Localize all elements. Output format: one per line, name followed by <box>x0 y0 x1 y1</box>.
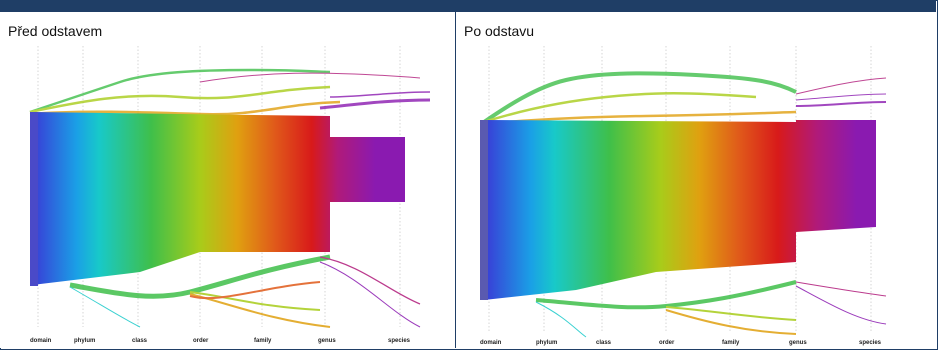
domain-node-after <box>480 120 488 300</box>
axis-label-class: class <box>132 338 148 344</box>
axis-label-genus: genus <box>318 338 336 344</box>
axis-label-domain: domain <box>30 338 52 344</box>
minor-flows-top-before <box>29 68 431 116</box>
axis-label-order: order <box>659 340 675 346</box>
panel-before-title: Před odstavem <box>8 23 103 39</box>
axis-label-species: species <box>388 338 411 344</box>
axis-labels-after: domain phylum class order family genus s… <box>480 340 882 346</box>
axis-label-genus: genus <box>789 340 807 346</box>
main-flow-band-after <box>484 120 876 300</box>
axis-label-domain: domain <box>480 340 502 346</box>
axis-label-phylum: phylum <box>74 338 95 344</box>
domain-node-before <box>30 112 38 286</box>
axis-labels-before: domain phylum class order family genus s… <box>30 338 411 344</box>
axis-label-phylum: phylum <box>536 340 557 346</box>
panel-before: Před odstavem <box>0 12 456 348</box>
axis-label-order: order <box>193 338 209 344</box>
minor-flows-bottom-before <box>69 254 421 328</box>
axis-label-class: class <box>596 340 612 346</box>
axis-label-family: family <box>722 340 740 346</box>
figure-header-bar <box>0 0 936 12</box>
panel-after: Po odstavu <box>456 12 936 348</box>
minor-flows-bottom-after <box>535 280 887 338</box>
panel-after-title: Po odstavu <box>464 23 535 39</box>
sankey-diagram-before: domain phylum class order family genus s… <box>29 46 431 344</box>
axis-label-family: family <box>254 338 272 344</box>
sankey-diagram-after: domain phylum class order family genus s… <box>480 46 887 346</box>
axis-label-species: species <box>859 340 882 346</box>
main-flow-band-before <box>32 112 405 285</box>
